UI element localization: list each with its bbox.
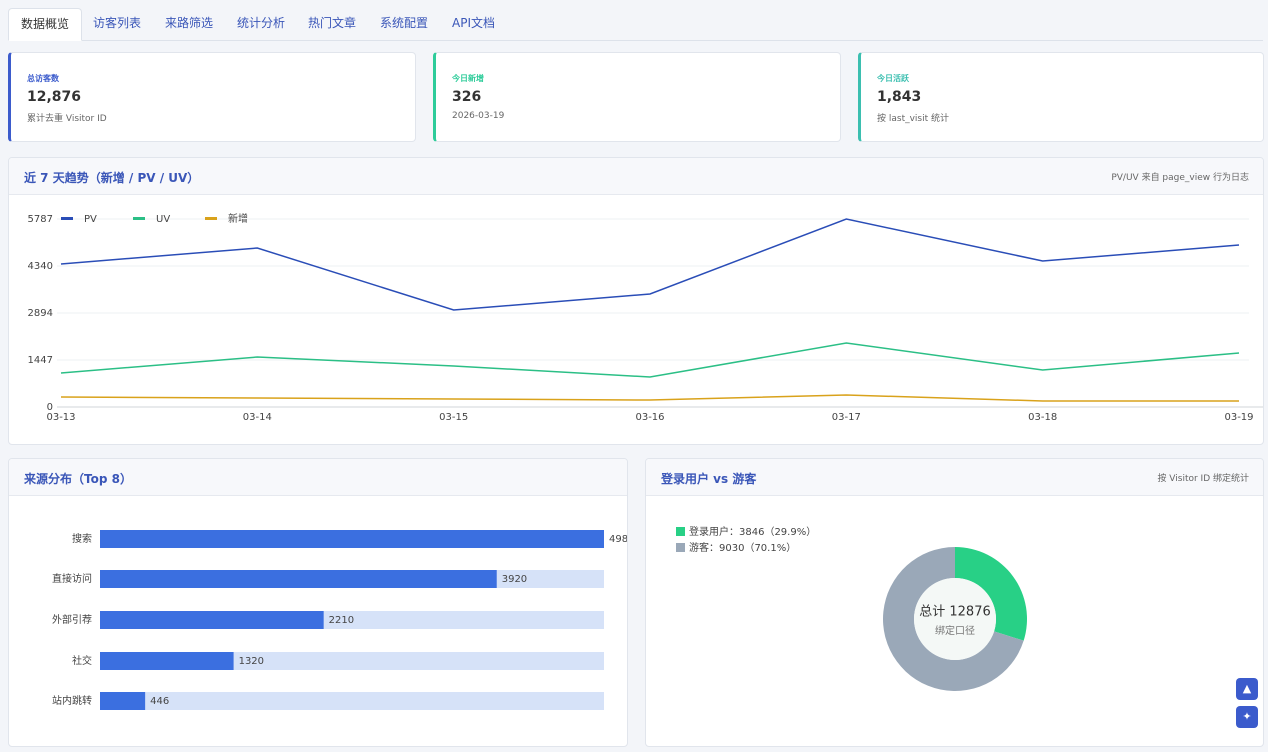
tab[interactable]: 热门文章 (308, 16, 357, 30)
bar (100, 570, 497, 588)
trend-panel: 近 7 天趋势（新增 / PV / UV） PV/UV 来自 page_view… (8, 157, 1264, 445)
card-label: 今日新增 (452, 74, 484, 83)
value-label: 446 (150, 696, 169, 707)
x-tick-label: 03-16 (635, 412, 664, 423)
legend-label: 登录用户：3846（29.9%） (689, 525, 816, 538)
category-label: 社交 (72, 654, 92, 667)
x-tick-label: 03-15 (439, 412, 468, 423)
y-tick-label: 4340 (28, 261, 53, 272)
category-label: 站内跳转 (52, 694, 92, 707)
legend-swatch (676, 543, 685, 552)
value-label: 2210 (329, 615, 354, 626)
legend-label: PV (84, 214, 97, 225)
series-line (60, 218, 1240, 311)
bar-track (100, 692, 604, 710)
bar (100, 652, 234, 670)
donut-slice (883, 547, 1024, 691)
y-tick-label: 5787 (28, 214, 53, 225)
panel-title: 登录用户 vs 游客 (661, 472, 757, 486)
y-tick-label: 2894 (28, 308, 53, 319)
bar (100, 530, 604, 548)
panel-title: 近 7 天趋势（新增 / PV / UV） (24, 171, 200, 185)
card-label: 今日活跃 (877, 74, 909, 83)
legend-swatch (61, 217, 73, 220)
category-label: 外部引荐 (52, 613, 92, 626)
series-line (60, 394, 1239, 402)
panel-header: 近 7 天趋势（新增 / PV / UV） PV/UV 来自 page_view… (9, 158, 1263, 195)
x-tick-label: 03-17 (832, 412, 861, 423)
legend-swatch (676, 527, 685, 536)
scroll-top-button[interactable]: ▲ (1236, 678, 1258, 700)
tab[interactable]: API文档 (452, 16, 495, 30)
donut-hole (914, 578, 996, 660)
tab[interactable]: 系统配置 (380, 16, 429, 30)
card-sub: 累计去重 Visitor ID (27, 114, 107, 124)
legend-swatch (133, 217, 145, 220)
card-value: 12,876 (27, 89, 82, 105)
donut-chart: 登录用户：3846（29.9%） 游客：9030（70.1%） 总计 12876 绑定… (676, 525, 1027, 691)
card-value: 326 (452, 89, 482, 105)
card-label: 总访客数 (27, 74, 59, 83)
legend-label: 新增 (228, 212, 248, 225)
bar (100, 692, 146, 710)
panel-note: 按 Visitor ID 绑定统计 (1157, 474, 1249, 484)
tab[interactable]: 统计分析 (237, 16, 286, 30)
card-value: 1,843 (877, 89, 922, 105)
card-sub: 2026-03-19 (452, 111, 505, 121)
y-tick-label: 1447 (28, 355, 53, 366)
x-tick-label: 03-19 (1224, 412, 1253, 423)
value-label: 3920 (502, 574, 527, 585)
card-sub: 按 last_visit 统计 (877, 114, 950, 124)
tab[interactable]: 来路筛选 (165, 16, 214, 30)
panel-header: 登录用户 vs 游客 按 Visitor ID 绑定统计 (646, 459, 1263, 496)
category-label: 搜索 (72, 532, 92, 545)
center-label: 总计 12876 (919, 605, 991, 620)
source-panel: 来源分布（Top 8） 搜索 4980 直接访问 3920 外部引荐 2210 社交 1320… (8, 458, 628, 747)
legend-swatch (205, 217, 217, 220)
bar (100, 611, 324, 629)
category-label: 直接访问 (52, 572, 92, 585)
stat-card: 今日活跃 1,843 按 last_visit 统计 (858, 52, 1264, 142)
panel-title: 来源分布（Top 8） (24, 472, 132, 486)
line-chart: 0 1447 2894 4340 5787 03-13 03-14 03-15 03-16 03-… (28, 212, 1263, 423)
assistant-button[interactable]: ✦ (1236, 706, 1258, 728)
value-label: 4980 (609, 534, 627, 545)
bar-chart: 搜索 4980 直接访问 3920 外部引荐 2210 社交 1320 站内跳转 446 (52, 530, 627, 710)
y-tick-label: 0 (47, 402, 53, 413)
panel-note: PV/UV 来自 page_view 行为日志 (1111, 173, 1249, 183)
series-line (60, 342, 1240, 378)
value-label: 1320 (239, 656, 264, 667)
stat-card: 今日新增 326 2026-03-19 (433, 52, 841, 142)
donut-slice (955, 547, 1027, 641)
x-tick-label: 03-18 (1028, 412, 1057, 423)
panel-header: 来源分布（Top 8） (9, 459, 627, 496)
x-tick-label: 03-14 (243, 412, 272, 423)
tab[interactable]: 访客列表 (93, 16, 142, 30)
legend-label: UV (156, 214, 170, 225)
x-tick-label: 03-13 (46, 412, 75, 423)
tab[interactable]: 数据概览 (8, 8, 83, 41)
stat-card: 总访客数 12,876 累计去重 Visitor ID (8, 52, 416, 142)
tab-bar: 数据概览 访客列表 来路筛选 统计分析 热门文章 系统配置 API文档 (8, 8, 1263, 41)
legend-label: 游客：9030（70.1%） (689, 541, 796, 554)
user-panel: 登录用户 vs 游客 按 Visitor ID 绑定统计 登录用户：3846（2… (645, 458, 1264, 747)
center-sublabel: 绑定口径 (935, 624, 975, 637)
